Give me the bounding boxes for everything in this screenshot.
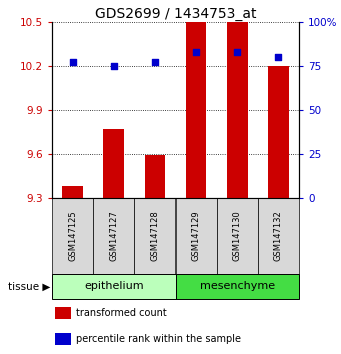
Bar [103,129,124,198]
Text: GSM147132: GSM147132 [274,210,283,261]
Text: epithelium: epithelium [84,281,144,291]
Bar [55,307,71,319]
Bar [62,186,83,198]
Text: GSM147129: GSM147129 [192,210,201,261]
Bar [93,198,134,274]
Bar [176,274,299,299]
Bar [258,198,299,274]
Text: mesenchyme: mesenchyme [200,281,275,291]
Point [193,49,199,55]
Bar [134,198,176,274]
Point [70,59,75,65]
Bar [227,22,248,198]
Text: transformed count: transformed count [76,308,167,318]
Bar [55,333,71,345]
Text: tissue ▶: tissue ▶ [8,281,50,291]
Bar [145,155,165,198]
Title: GDS2699 / 1434753_at: GDS2699 / 1434753_at [95,7,256,21]
Point [235,49,240,55]
Text: GSM147128: GSM147128 [150,210,159,261]
Bar [268,66,289,198]
Bar [217,198,258,274]
Bar [186,22,206,198]
Point [276,54,281,60]
Bar [52,198,93,274]
Point [111,63,117,69]
Bar [176,198,217,274]
Text: percentile rank within the sample: percentile rank within the sample [76,334,241,344]
Bar [52,274,176,299]
Text: GSM147125: GSM147125 [68,210,77,261]
Text: GSM147130: GSM147130 [233,210,242,261]
Text: GSM147127: GSM147127 [109,210,118,261]
Point [152,59,158,65]
